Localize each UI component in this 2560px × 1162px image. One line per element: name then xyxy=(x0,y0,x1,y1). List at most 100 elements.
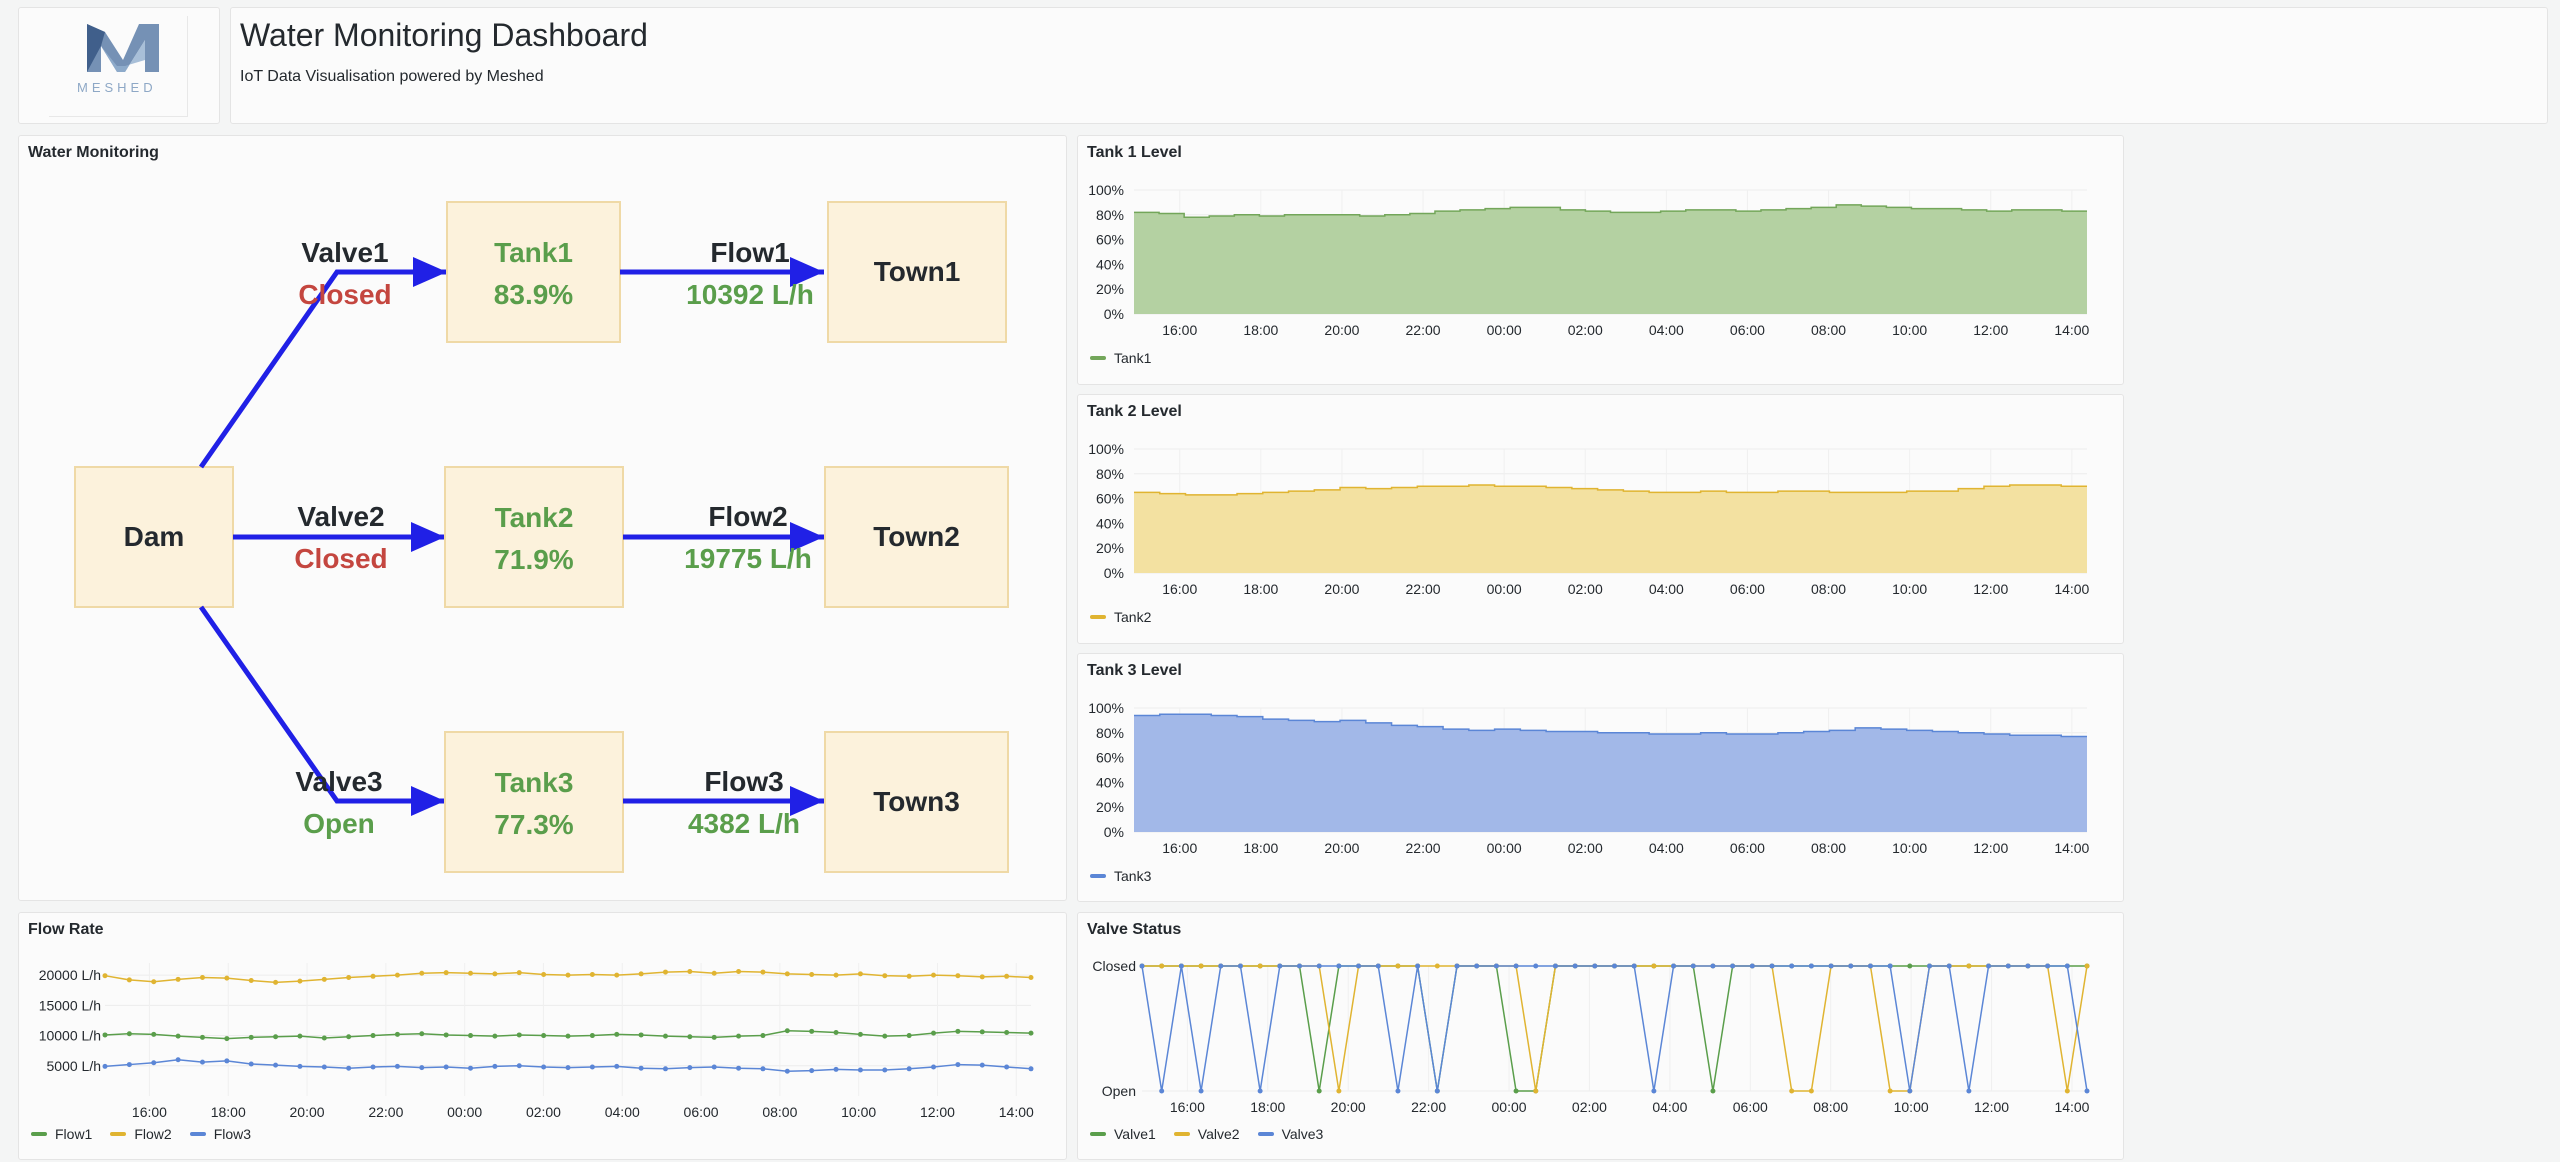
town-box xyxy=(824,731,1009,873)
tank-box xyxy=(444,731,624,873)
y-tick-label: 80% xyxy=(1096,466,1124,482)
y-tick-label: Closed xyxy=(1092,958,1136,974)
series-line-valve1 xyxy=(1142,965,2087,1092)
legend-swatch xyxy=(1090,615,1106,619)
x-tick-label: 16:00 xyxy=(1162,840,1197,856)
data-point xyxy=(1356,963,1362,969)
data-point xyxy=(2064,1088,2070,1094)
town-box xyxy=(824,466,1009,608)
data-point xyxy=(979,1029,985,1035)
legend-label: Flow3 xyxy=(213,1126,252,1142)
x-tick-label: 14:00 xyxy=(999,1104,1034,1120)
legend-item[interactable]: Tank3 xyxy=(1090,868,1151,884)
tank1-chart: 0% 20% 40% 60% 80% 100% 16:00 18:00 20:00 22:00 00… xyxy=(1088,182,2089,338)
x-tick-label: 12:00 xyxy=(1973,840,2008,856)
data-point xyxy=(1434,963,1440,969)
data-point xyxy=(2064,963,2070,969)
data-point xyxy=(492,1063,498,1069)
x-tick-label: 02:00 xyxy=(1568,581,1603,597)
logo: MESHED xyxy=(49,16,188,117)
data-point xyxy=(541,971,547,977)
x-tick-label: 06:00 xyxy=(1733,1099,1768,1115)
legend-item[interactable]: Valve3 xyxy=(1257,1126,1323,1142)
arrow-valve2-head xyxy=(411,522,445,552)
data-point xyxy=(614,1063,620,1069)
flow-rate: 4382 L/h xyxy=(688,808,800,839)
x-tick-label: 16:00 xyxy=(1170,1099,1205,1115)
data-point xyxy=(224,1058,230,1064)
data-point xyxy=(370,973,376,979)
data-point xyxy=(1808,963,1814,969)
data-point xyxy=(273,1034,279,1040)
panel-title: Tank 3 Level xyxy=(1087,662,1182,679)
panel-title: Water Monitoring xyxy=(28,144,159,161)
data-point xyxy=(760,1033,766,1039)
data-point xyxy=(687,968,693,974)
data-point xyxy=(1375,963,1381,969)
panel-title: Flow Rate xyxy=(28,921,104,938)
data-point xyxy=(1730,963,1736,969)
data-point xyxy=(784,1068,790,1074)
data-point xyxy=(760,969,766,975)
y-tick-label: 80% xyxy=(1096,207,1124,223)
x-tick-label: 02:00 xyxy=(1568,322,1603,338)
y-tick-label: 80% xyxy=(1096,725,1124,741)
data-point xyxy=(468,970,474,976)
x-tick-label: 10:00 xyxy=(1892,581,1927,597)
valve-status-panel: Valve Status Open Closed 16:00 18:00 20:00 22… xyxy=(1077,912,2124,1160)
x-tick-label: 04:00 xyxy=(1649,581,1684,597)
legend-item[interactable]: Tank2 xyxy=(1090,609,1151,625)
tank-level: 71.9% xyxy=(494,544,573,575)
x-tick-label: 20:00 xyxy=(1324,322,1359,338)
data-point xyxy=(199,1034,205,1040)
legend-swatch xyxy=(110,1132,127,1136)
x-tick-label: 12:00 xyxy=(1973,581,2008,597)
logo-panel: MESHED xyxy=(18,7,220,124)
y-tick-label: 20000 L/h xyxy=(39,967,101,983)
logo-text: MESHED xyxy=(77,80,157,95)
legend-item[interactable]: Valve1 xyxy=(1090,1126,1156,1142)
legend-item[interactable]: Valve2 xyxy=(1173,1126,1240,1142)
data-point xyxy=(1651,963,1657,969)
data-point xyxy=(248,1034,254,1040)
tank-name: Tank2 xyxy=(495,502,574,533)
data-point xyxy=(1986,963,1992,969)
x-tick-label: 00:00 xyxy=(1487,322,1522,338)
x-tick-label: 00:00 xyxy=(447,1104,482,1120)
data-point xyxy=(102,973,108,979)
data-point xyxy=(1907,1088,1913,1094)
tank2-level-panel: Tank 2 Level 0% 20% 40% 60% 80% 100% 16:00 18:0… xyxy=(1077,394,2124,644)
legend-item[interactable]: Flow2 xyxy=(110,1126,172,1142)
flow-diagram: Dam Valve1 Closed Tank1 83.9% Flow1 10392 L/h T… xyxy=(74,201,1009,873)
series-line-valve2 xyxy=(1142,965,2088,1092)
data-point xyxy=(321,1064,327,1070)
data-point xyxy=(151,979,157,985)
valve-name: Valve3 xyxy=(295,766,382,797)
data-point xyxy=(931,1064,937,1070)
data-point xyxy=(833,972,839,978)
x-tick-label: 12:00 xyxy=(920,1104,955,1120)
data-point xyxy=(1808,1088,1814,1094)
x-tick-label: 04:00 xyxy=(1649,840,1684,856)
data-point xyxy=(102,1032,108,1038)
x-tick-label: 18:00 xyxy=(1243,322,1278,338)
x-tick-label: 04:00 xyxy=(1652,1099,1687,1115)
town-label: Town3 xyxy=(873,786,960,817)
panel-title: Tank 2 Level xyxy=(1087,403,1182,420)
data-point xyxy=(1789,1088,1795,1094)
data-point xyxy=(1887,963,1893,969)
legend-item[interactable]: Tank1 xyxy=(1090,350,1151,366)
valve-status: Closed xyxy=(298,279,391,310)
x-tick-label: 20:00 xyxy=(1324,840,1359,856)
x-tick-label: 20:00 xyxy=(1331,1099,1366,1115)
data-point xyxy=(151,1060,157,1066)
y-tick-label: 40% xyxy=(1096,515,1124,531)
valve-name: Valve2 xyxy=(297,501,384,532)
data-point xyxy=(1513,1088,1519,1094)
data-point xyxy=(565,1033,571,1039)
data-point xyxy=(857,971,863,977)
data-point xyxy=(614,972,620,978)
data-point xyxy=(687,1034,693,1040)
legend-item[interactable]: Flow3 xyxy=(189,1126,252,1142)
legend-item[interactable]: Flow1 xyxy=(31,1126,92,1142)
